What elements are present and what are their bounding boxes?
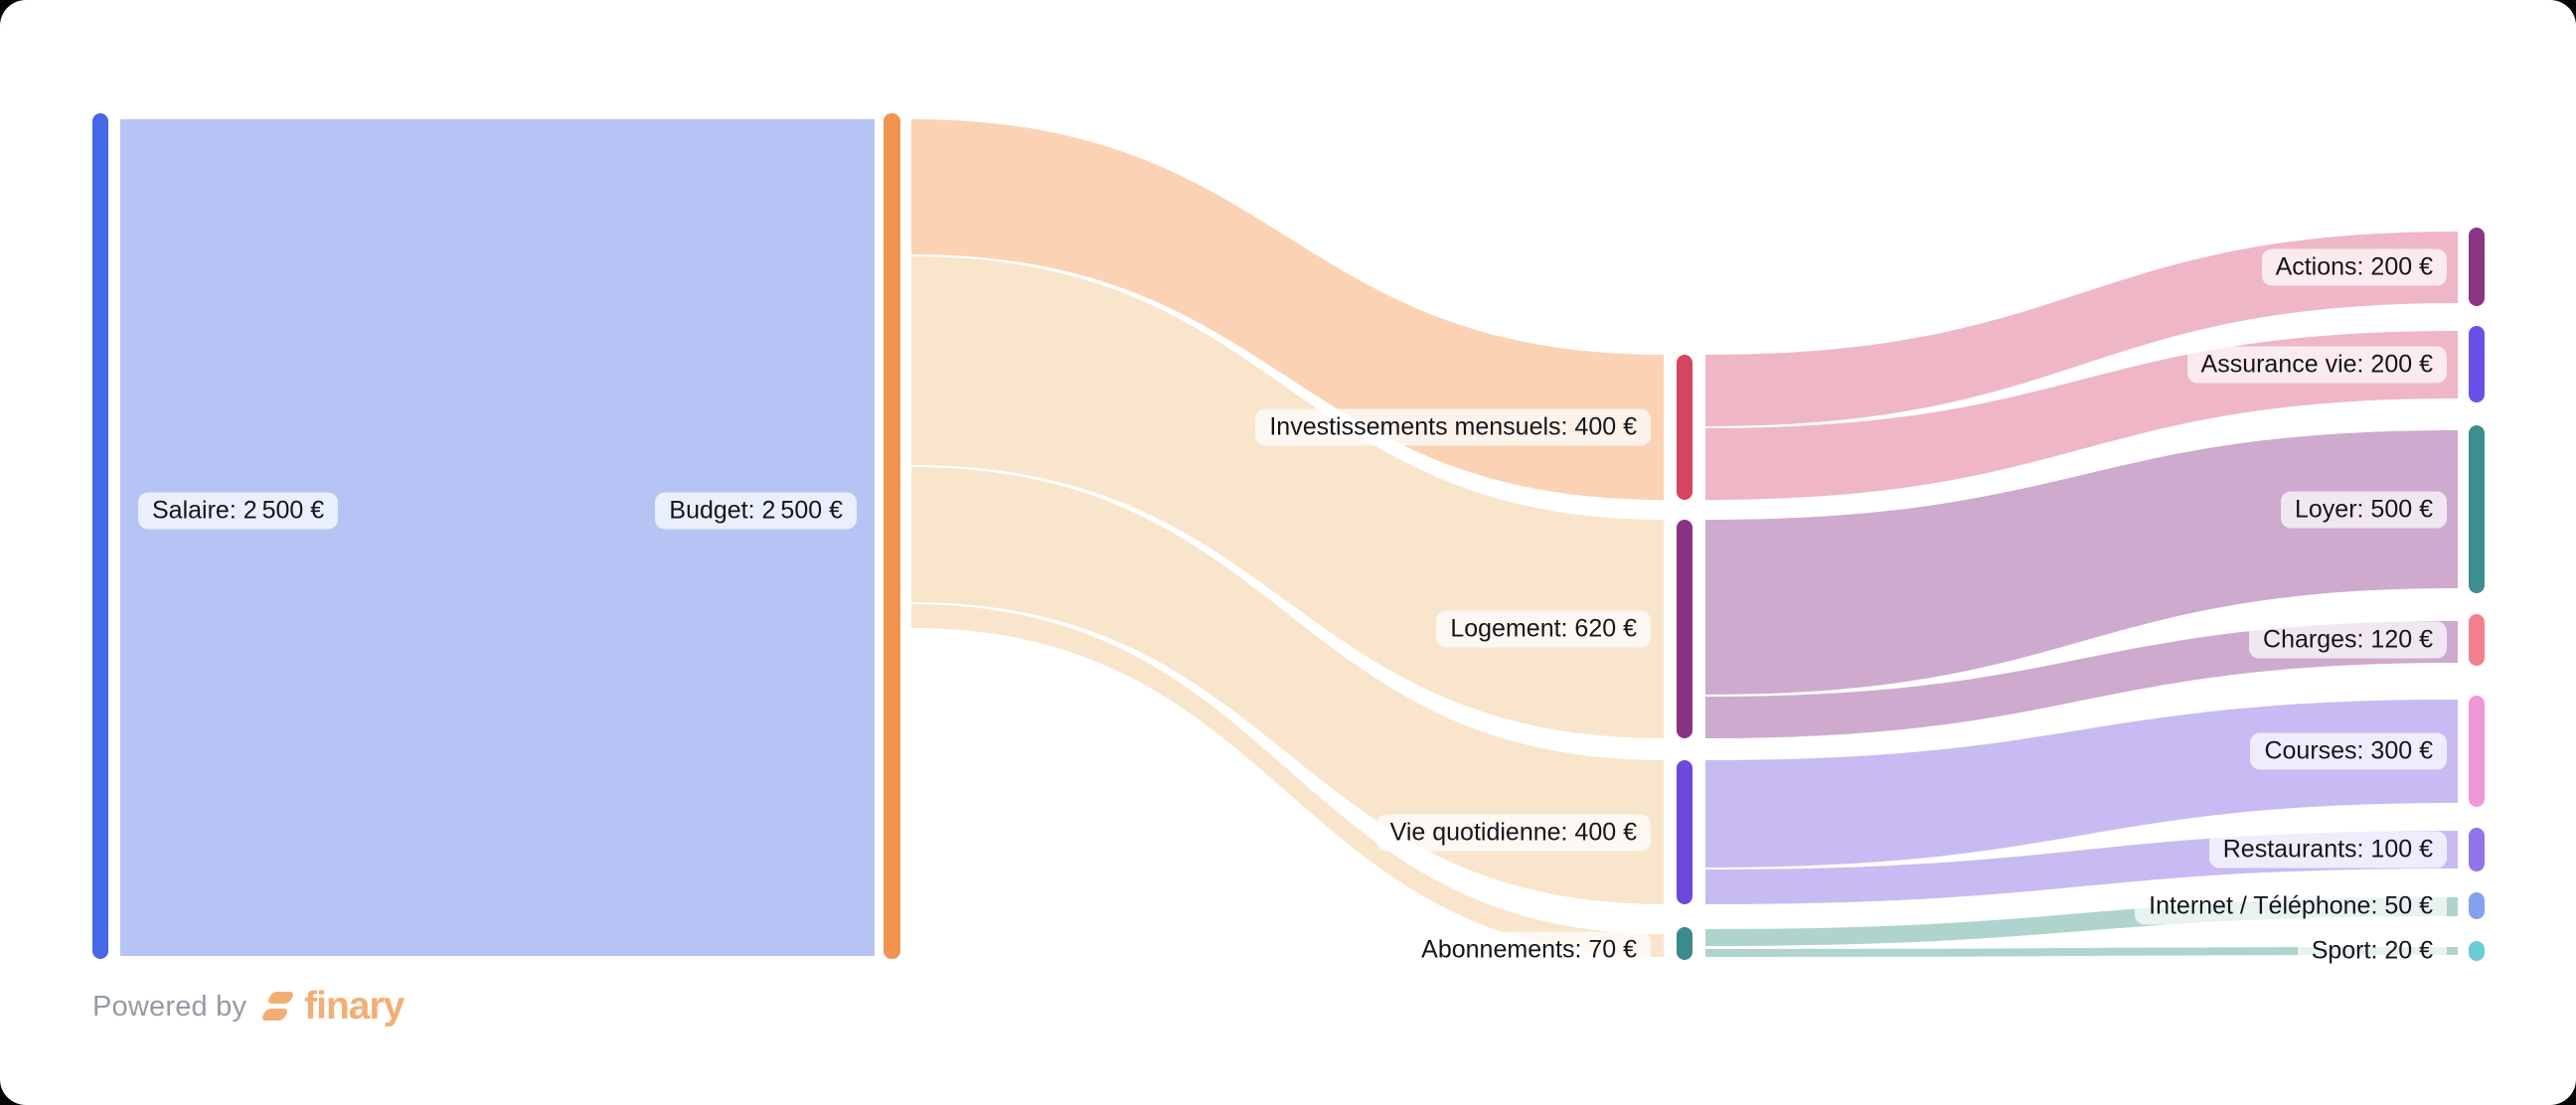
sankey-node-label-logement: Logement: 620 € <box>1436 610 1651 648</box>
sankey-link-logement-loyer <box>1705 430 2458 695</box>
sankey-node-av <box>2469 326 2485 402</box>
sankey-link-budget-abo <box>911 604 1664 957</box>
finary-brand-name: finary <box>304 985 404 1027</box>
sankey-node-label-charges: Charges: 120 € <box>2249 621 2447 659</box>
powered-by-text: Powered by <box>92 990 247 1023</box>
sankey-link-abo-sport <box>1705 947 2458 957</box>
sankey-link-budget-vie <box>911 467 1664 904</box>
sankey-node-sport <box>2469 941 2485 961</box>
sankey-node-vie <box>1677 760 1692 904</box>
sankey-node-label-invest: Investissements mensuels: 400 € <box>1255 408 1651 446</box>
sankey-node-loyer <box>2469 425 2485 593</box>
sankey-node-label-sport: Sport: 20 € <box>2297 932 2447 970</box>
sankey-node-label-resto: Restaurants: 100 € <box>2208 831 2447 868</box>
sankey-link-salaire-budget <box>120 119 875 956</box>
sankey-node-label-loyer: Loyer: 500 € <box>2281 491 2447 528</box>
sankey-node-label-salaire: Salaire: 2 500 € <box>138 492 339 529</box>
sankey-node-label-vie: Vie quotidienne: 400 € <box>1375 814 1651 851</box>
sankey-node-courses <box>2469 696 2485 807</box>
sankey-node-label-actions: Actions: 200 € <box>2261 248 2447 285</box>
finary-logo-link[interactable]: finary <box>262 985 404 1028</box>
sankey-node-salaire <box>92 113 108 959</box>
sankey-link-budget-invest <box>911 119 1664 500</box>
sankey-node-invest <box>1677 355 1692 500</box>
sankey-node-abo <box>1677 927 1692 960</box>
sankey-node-label-budget: Budget: 2 500 € <box>655 492 857 529</box>
sankey-node-label-courses: Courses: 300 € <box>2250 732 2447 770</box>
sankey-node-budget <box>884 113 900 959</box>
sankey-node-internet <box>2469 892 2485 919</box>
sankey-node-resto <box>2469 828 2485 871</box>
sankey-node-logement <box>1677 520 1692 738</box>
sankey-node-actions <box>2469 228 2485 306</box>
sankey-node-label-av: Assurance vie: 200 € <box>2186 346 2447 383</box>
sankey-node-label-abo: Abonnements: 70 € <box>1407 931 1651 968</box>
finary-lightning-icon <box>262 992 294 1021</box>
sankey-node-charges <box>2469 614 2485 666</box>
sankey-node-label-internet: Internet / Téléphone: 50 € <box>2135 887 2447 924</box>
